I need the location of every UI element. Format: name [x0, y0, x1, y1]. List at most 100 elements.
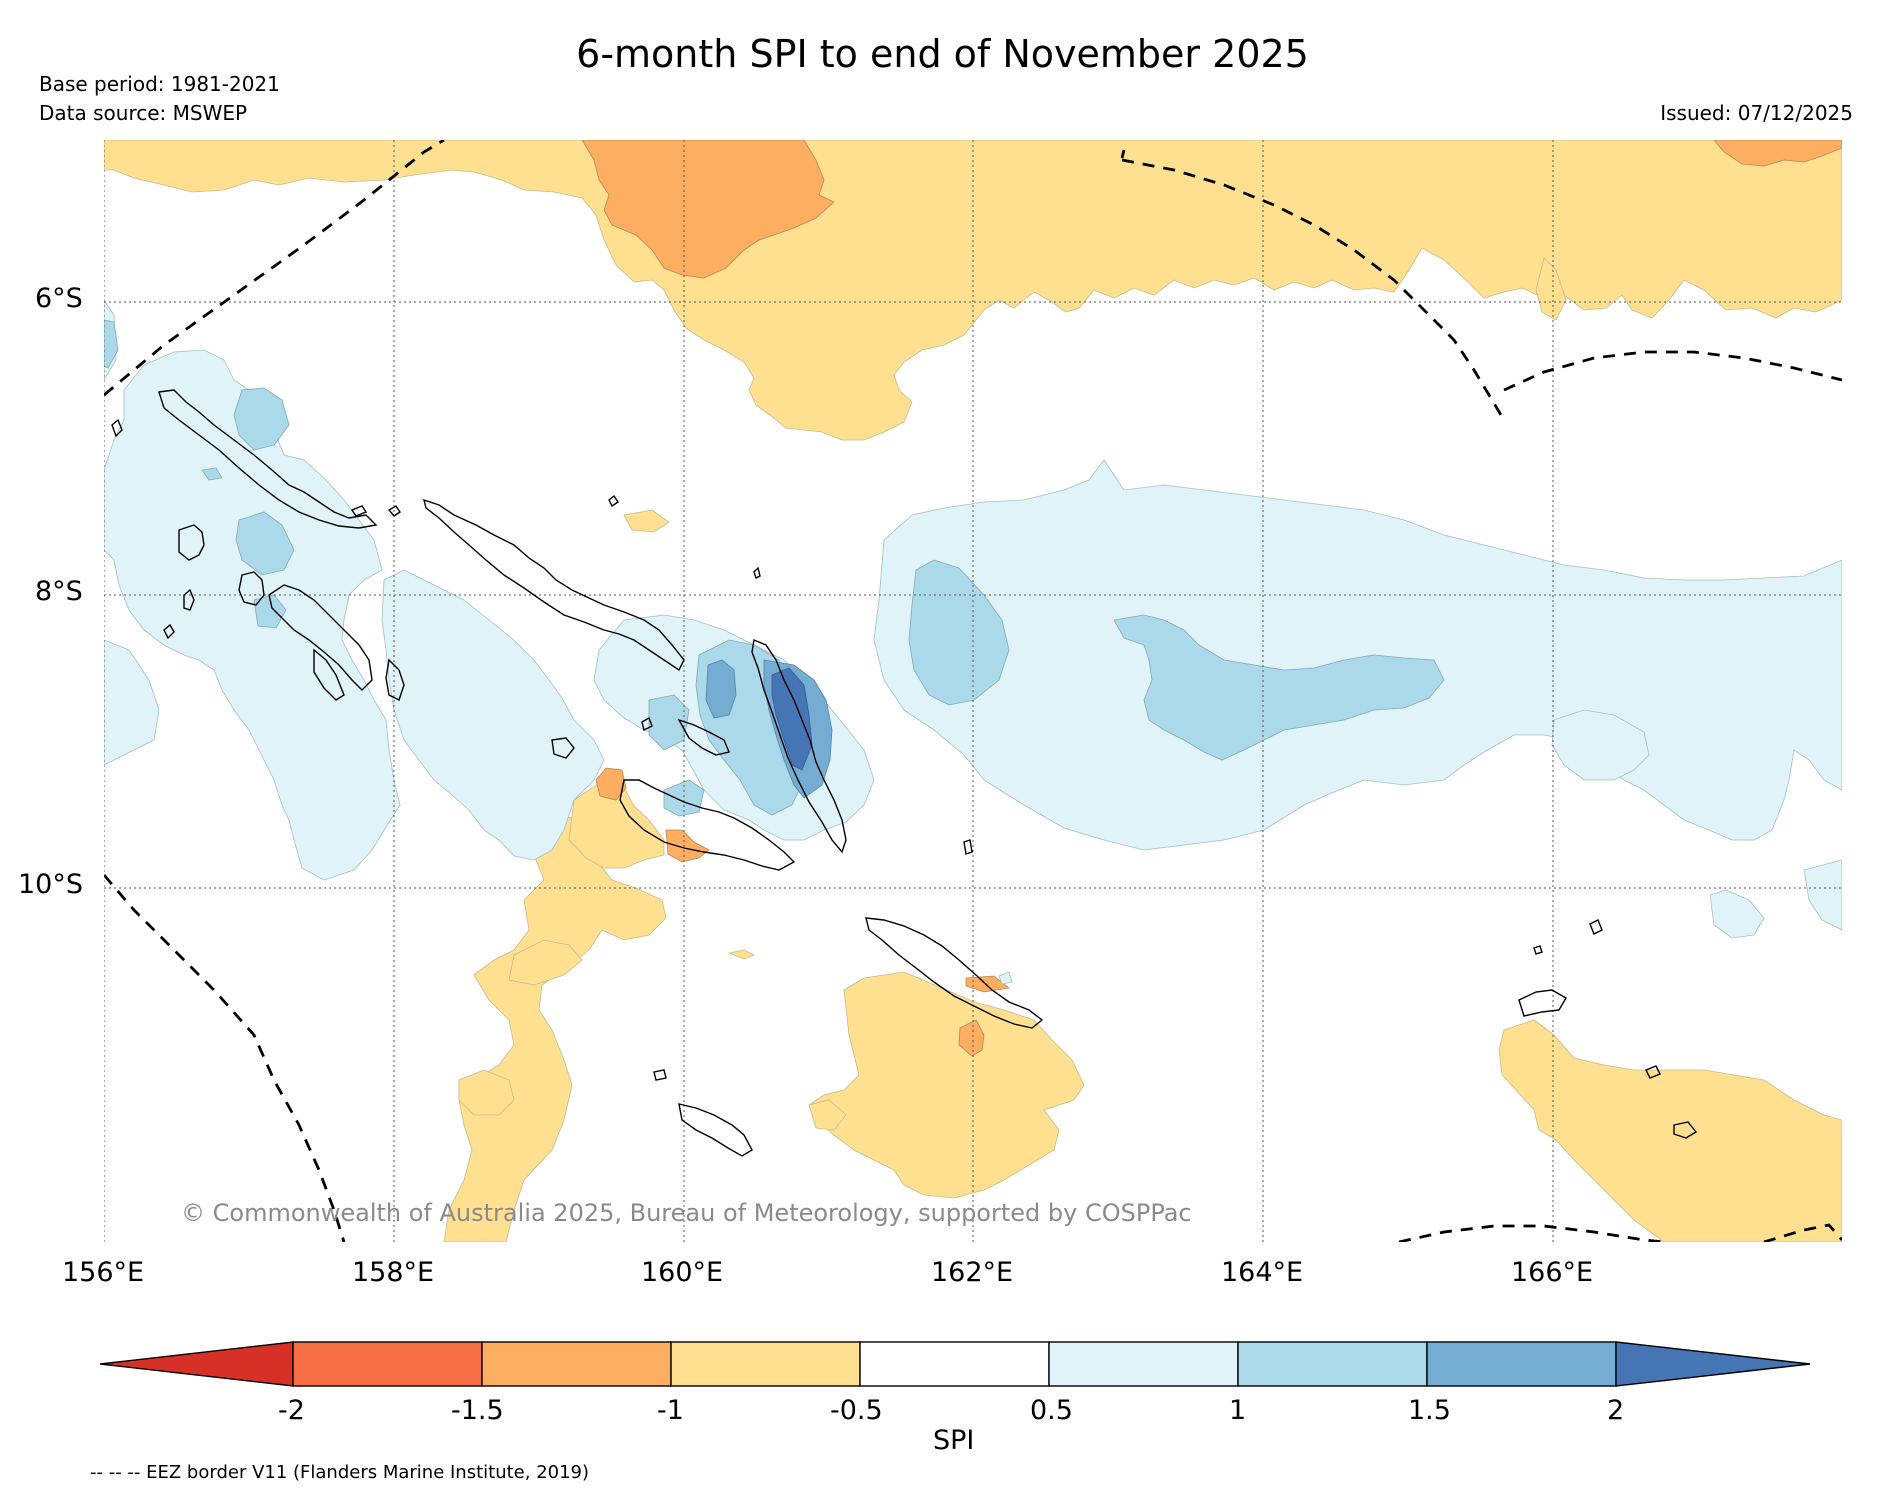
coastline-islet-small-6	[111, 418, 123, 438]
colorbar-label-15: 1.5	[1408, 1395, 1451, 1426]
dry-area-south-central-patch	[458, 1069, 515, 1116]
dry-area-north-east-lobe	[1535, 257, 1567, 321]
wet-area-east-islands	[1551, 709, 1650, 781]
coastline-santa-cruz	[1518, 989, 1567, 1017]
lon-tick-162e: 162°E	[931, 1257, 1014, 1288]
dry-area-makira-west	[808, 1099, 847, 1131]
coastline-islet-east-2	[1673, 1121, 1698, 1139]
map-title: 6-month SPI to end of November 2025	[576, 32, 1309, 76]
base-period: Base period: 1981-2021	[39, 72, 280, 96]
coastline-west-island-3	[268, 584, 373, 691]
moderate-wet-area-east	[1113, 614, 1445, 761]
coastline-choiseul-santa-isabel	[158, 389, 378, 529]
colorbar	[99, 1336, 1811, 1392]
lat-tick-10s: 10°S	[18, 869, 83, 900]
coastline-islet-east-1	[1645, 1065, 1661, 1079]
lon-tick-160e: 160°E	[641, 1257, 724, 1288]
coastline-islet-3	[163, 623, 175, 640]
coastline-west-islands	[178, 524, 205, 561]
lat-tick-6s: 6°S	[35, 283, 83, 314]
moderate-dry-area-makira-south	[958, 1019, 985, 1057]
moderate-wet-area-small-west	[104, 319, 119, 369]
data-source: Data source: MSWEP	[39, 101, 248, 125]
eez-borders	[104, 140, 1842, 1242]
coastline-islet-east-3	[1589, 919, 1603, 935]
colorbar-label-1: 1	[1229, 1395, 1247, 1426]
dry-area-south-centre	[443, 815, 667, 1242]
coastline-islet-small-1	[753, 566, 761, 579]
wet-area-far-east	[1803, 859, 1842, 931]
moderate-wet-area-central	[908, 559, 1010, 706]
dry-area-west-islet	[623, 509, 670, 533]
wet-area-south-east	[1709, 889, 1765, 939]
colorbar-label-2: 2	[1607, 1395, 1625, 1426]
strong-wet-area-solomon-1	[705, 659, 737, 719]
lon-tick-166e: 166°E	[1511, 1257, 1594, 1288]
colorbar-label-neg15: -1.5	[451, 1395, 504, 1426]
colorbar-canvas	[99, 1341, 1811, 1387]
coastline-rennell	[678, 1103, 753, 1157]
coastline-islet-small-4	[653, 1069, 667, 1081]
coastline-guadalcanal	[619, 779, 796, 871]
moderate-dry-area-north-east	[1713, 140, 1842, 167]
colorbar-bin-dry-15	[292, 1341, 483, 1387]
colorbar-bin-wet-05	[1048, 1341, 1239, 1387]
coastline-west-island-4	[313, 648, 345, 701]
coastline-florida-islands	[677, 718, 730, 756]
colorbar-bin-wet-15	[1426, 1341, 1617, 1387]
coastline-islet-small-3	[641, 716, 653, 732]
coastline-islet-small-5	[1533, 945, 1543, 955]
coastline-new-georgia	[423, 498, 685, 672]
lat-tick-8s: 8°S	[35, 576, 83, 607]
dry-area-makira	[808, 971, 1085, 1199]
issued-date: Issued: 07/12/2025	[1660, 101, 1853, 125]
colorbar-bin-neutral	[859, 1341, 1050, 1387]
dry-area-small-west	[727, 949, 755, 960]
wet-area-small-south	[998, 971, 1013, 985]
spi-map-canvas	[104, 140, 1842, 1242]
coastline-west-island-5	[385, 658, 405, 701]
coastline-islet-small-2	[963, 839, 973, 855]
eez-legend-note: -- -- -- EEZ border V11 (Flanders Marine…	[90, 1462, 590, 1483]
eez-border-east	[1503, 350, 1842, 392]
eez-border-west-south	[104, 874, 346, 1242]
eez-border-south-east	[1398, 1224, 1665, 1242]
moderate-wet-area-solomon-3	[663, 779, 705, 817]
moderate-dry-area-makira	[965, 975, 1010, 993]
eez-border-north-east	[1120, 149, 1506, 421]
very-wet-area-solomon	[771, 667, 813, 771]
wet-area-north-west	[104, 349, 401, 881]
spi-map	[104, 140, 1842, 1242]
colorbar-label-neg1: -1	[657, 1395, 684, 1426]
coastline-islet-1	[350, 505, 368, 517]
dry-area-south-west-tongue	[508, 939, 583, 986]
coastlines	[111, 389, 1698, 1157]
copyright-notice: © Commonwealth of Australia 2025, Bureau…	[181, 1199, 1192, 1227]
colorbar-title: SPI	[933, 1425, 975, 1456]
coastline-malaita	[751, 639, 847, 854]
moderate-wet-area-west-3	[253, 594, 287, 629]
lon-tick-158e: 158°E	[352, 1257, 435, 1288]
moderate-wet-area-west-1	[233, 387, 290, 451]
lon-tick-156e: 156°E	[62, 1257, 145, 1288]
moderate-wet-area-west-2	[235, 511, 295, 576]
coastline-russell-islands	[551, 737, 575, 759]
dry-area-south-east	[1498, 1019, 1842, 1242]
colorbar-label-05: 0.5	[1030, 1395, 1073, 1426]
coastline-islet-small-7	[608, 494, 619, 508]
graticule	[104, 140, 1842, 1242]
coastline-makira	[865, 917, 1044, 1029]
moderate-dry-area-west-islet	[595, 767, 627, 801]
colorbar-bin-dry-05	[670, 1341, 861, 1387]
wet-area-guadalcanal-west	[381, 569, 605, 861]
moderate-dry-area-north	[581, 140, 835, 279]
coastline-islet-2	[387, 505, 401, 517]
wet-anomaly-areas	[104, 299, 1842, 985]
colorbar-extend-high	[1615, 1341, 1811, 1387]
colorbar-label-neg05: -0.5	[830, 1395, 883, 1426]
colorbar-label-neg2: -2	[278, 1395, 305, 1426]
eez-border-north-west	[104, 140, 445, 397]
lon-tick-164e: 164°E	[1221, 1257, 1304, 1288]
wet-area-west-coast	[104, 639, 160, 766]
coastline-small-west	[183, 588, 195, 611]
